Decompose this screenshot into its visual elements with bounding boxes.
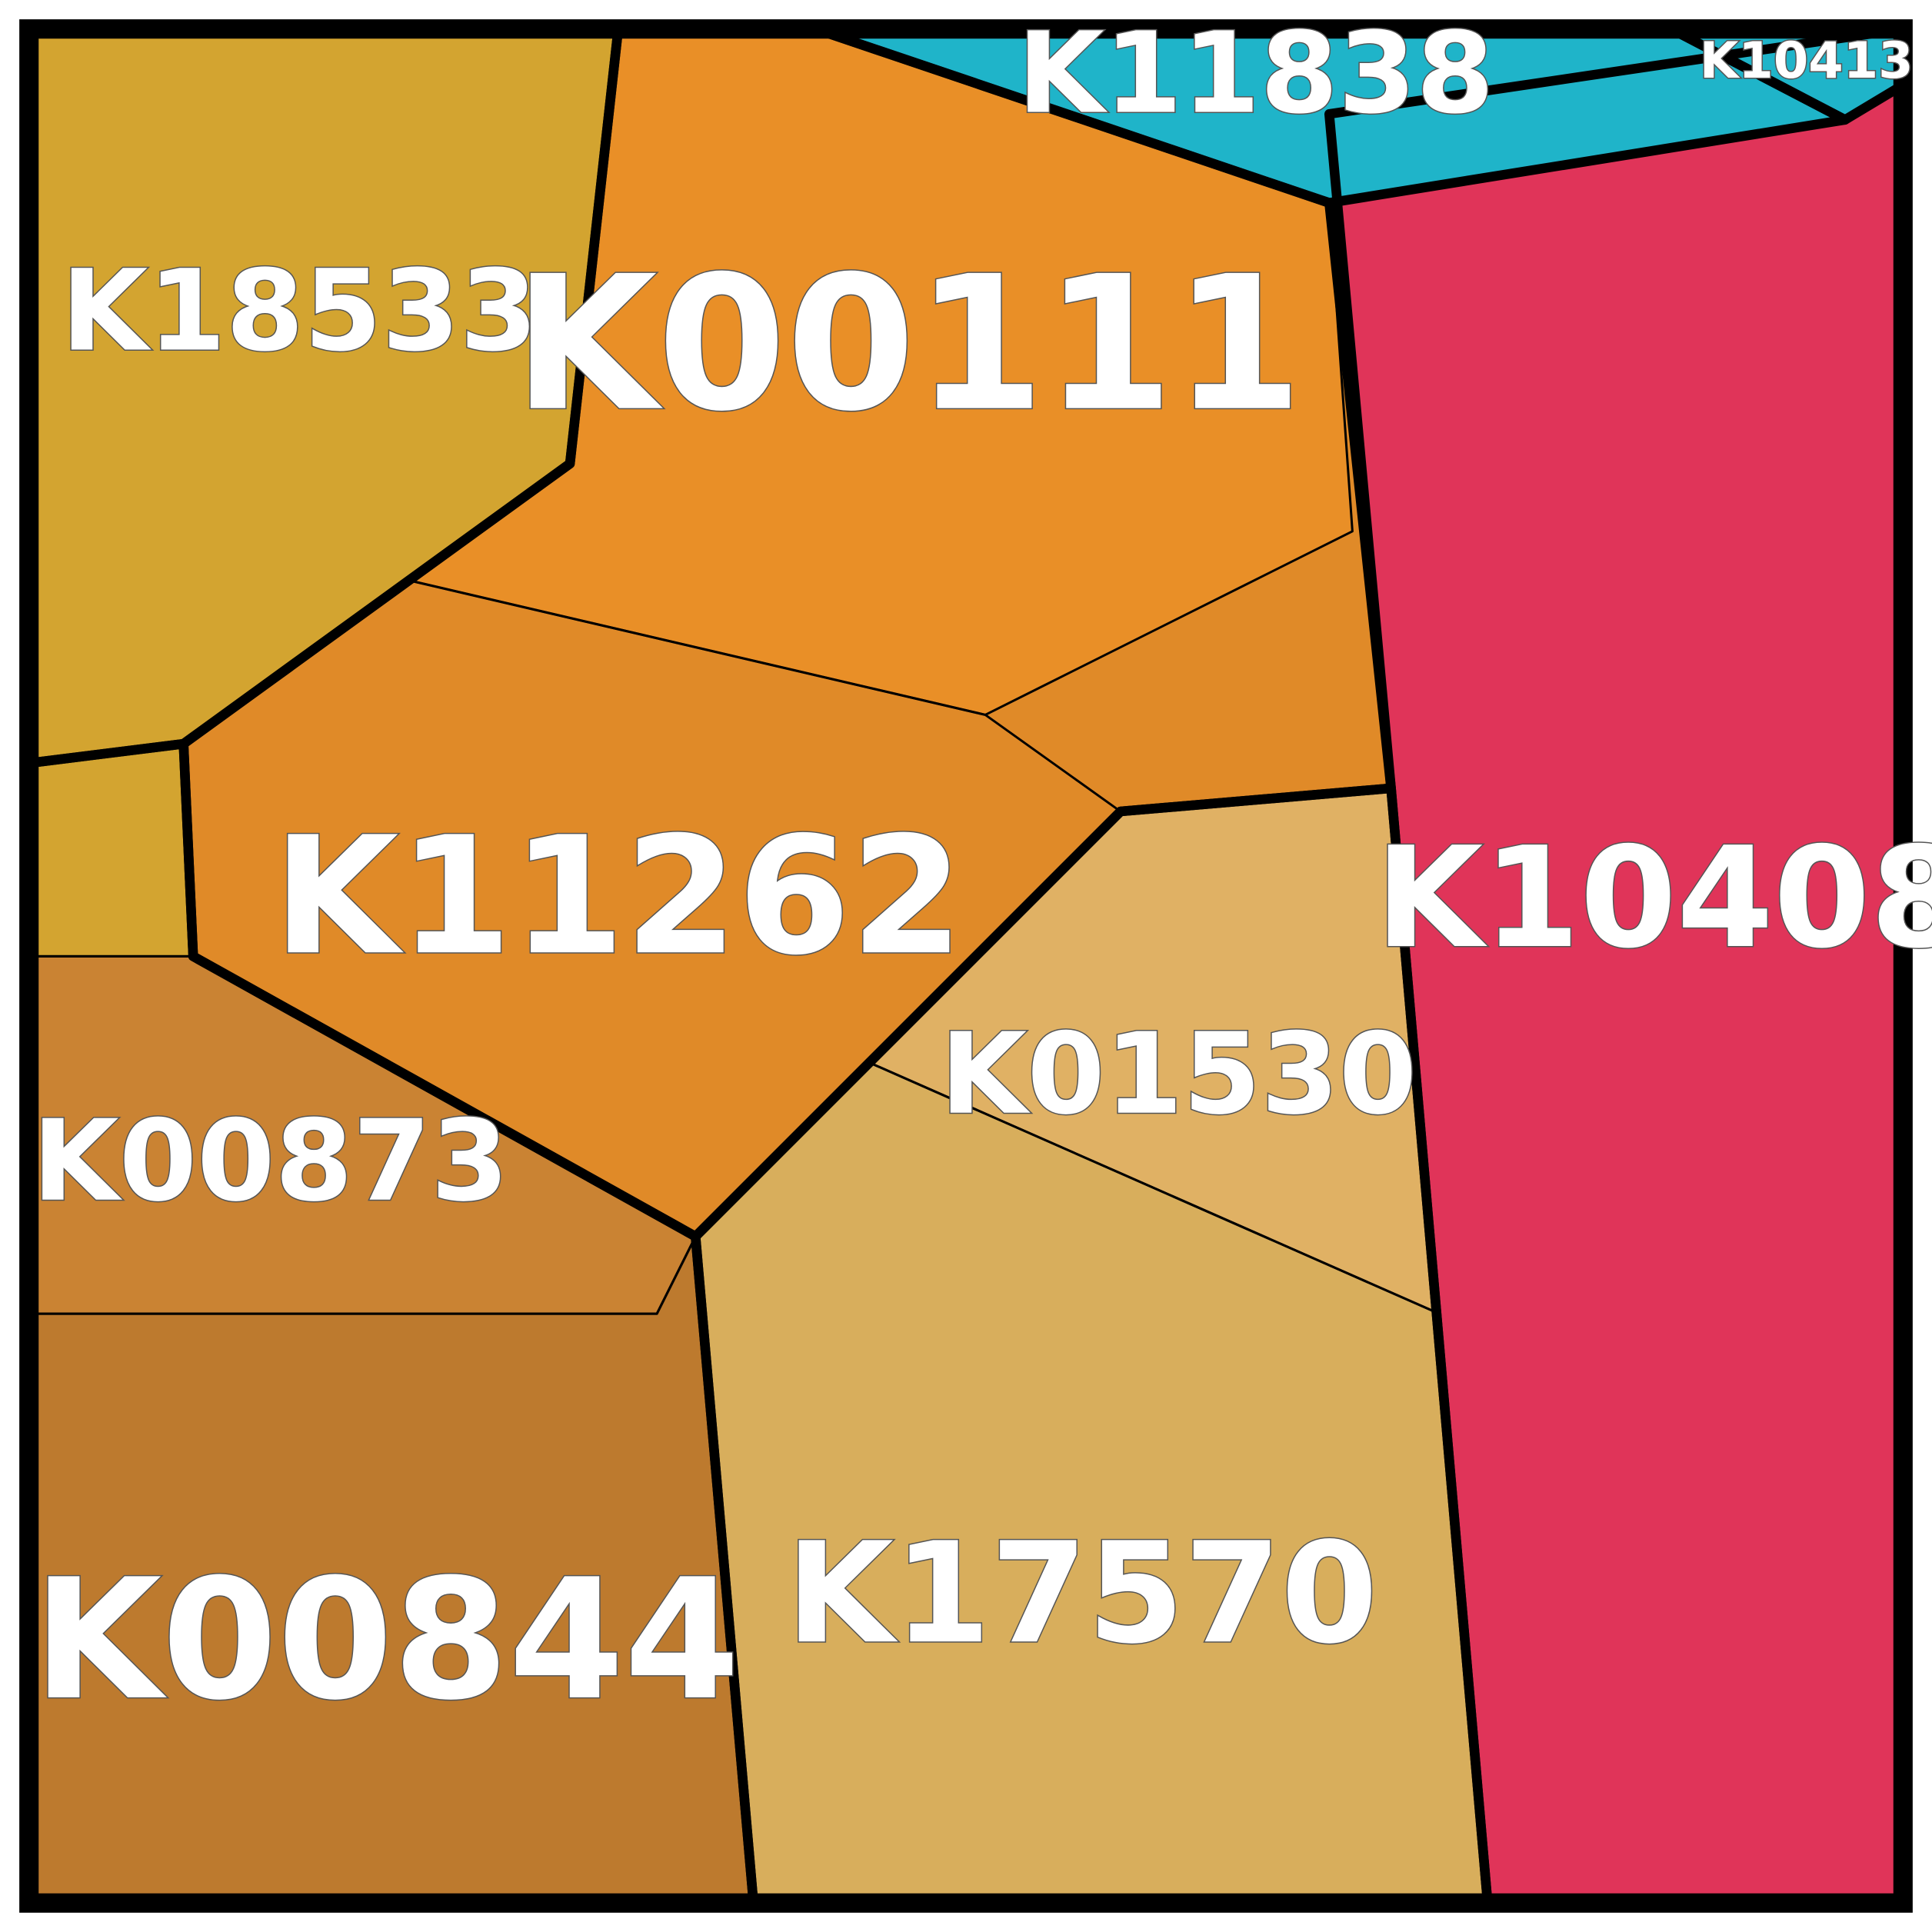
label-K17570: K17570	[786, 1512, 1377, 1674]
label-K11262: K11262	[273, 801, 964, 991]
label-K00111: K00111	[514, 236, 1303, 452]
label-K11838: K11838	[1018, 9, 1494, 139]
label-K10408: K10408	[1375, 817, 1932, 979]
label-K10413: K10413	[1700, 32, 1914, 90]
label-K18533: K18533	[61, 247, 538, 377]
cell-K00873b	[29, 744, 194, 956]
label-K01530: K01530	[940, 1010, 1417, 1140]
label-K00873: K00873	[32, 1097, 509, 1227]
label-K00844: K00844	[33, 1543, 740, 1737]
voronoi-treemap: K10408 K10413 K11838 K18533K00111 K11262 K015…	[0, 0, 1932, 1932]
